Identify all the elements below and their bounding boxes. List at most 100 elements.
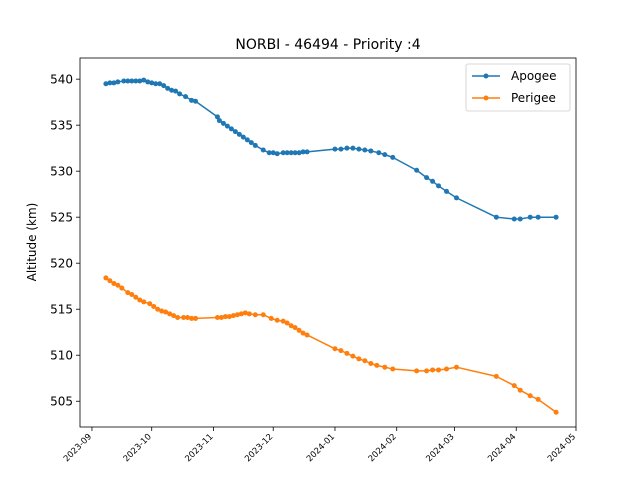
perigee-point (151, 303, 157, 309)
apogee-point (382, 152, 388, 158)
apogee-point (111, 80, 117, 86)
apogee-point (121, 78, 127, 84)
apogee-point (129, 78, 135, 84)
x-tick-label: 2023-10 (122, 432, 154, 464)
apogee-point (189, 97, 195, 103)
perigee-point (344, 350, 350, 356)
apogee-point (535, 214, 541, 220)
perigee-point (304, 332, 310, 338)
perigee-point (362, 358, 368, 364)
apogee-point (153, 81, 159, 87)
perigee-point (280, 318, 286, 324)
perigee-point (167, 311, 173, 317)
perigee-point (155, 306, 161, 312)
perigee-point (137, 297, 143, 303)
perigee-point (238, 311, 244, 317)
perigee-point (226, 314, 232, 320)
perigee-point (453, 364, 459, 370)
apogee-point (228, 126, 234, 132)
x-tick-label: 2024-01 (305, 432, 337, 464)
x-tick-label: 2024-04 (486, 432, 518, 464)
apogee-point (177, 91, 183, 97)
chart-title: NORBI - 46494 - Priority :4 (235, 37, 420, 53)
apogee-point (424, 175, 430, 181)
perigee-point (119, 285, 125, 291)
series-layer (103, 77, 559, 415)
apogee-point (304, 149, 310, 155)
apogee-point (453, 195, 459, 201)
legend: Apogee Perigee (465, 63, 571, 112)
perigee-point (147, 301, 153, 307)
perigee-point (242, 310, 248, 316)
perigee-point (553, 409, 559, 415)
y-tick-label: 510 (50, 349, 73, 363)
apogee-point (244, 137, 250, 143)
apogee-point (288, 150, 294, 156)
y-axis: 505 510 515 520 525 530 535 540 (50, 73, 80, 409)
perigee-point (493, 373, 499, 379)
apogee-point (103, 81, 109, 87)
apogee-point (145, 79, 151, 85)
perigee-point (296, 327, 302, 333)
apogee-point (350, 145, 356, 151)
apogee-point (376, 150, 382, 156)
apogee-point (107, 80, 113, 86)
perigee-point (527, 393, 533, 399)
perigee-point (338, 348, 344, 354)
legend-entry-perigee: Perigee (472, 91, 556, 105)
y-tick-label: 540 (50, 73, 73, 87)
legend-entry-apogee: Apogee (472, 69, 557, 83)
apogee-point (183, 94, 189, 100)
x-axis: 2023-09 2023-10 2023-11 2023-12 2024-01 2024-… (62, 427, 578, 464)
perigee-point (175, 315, 181, 320)
apogee-point (332, 146, 338, 152)
apogee-point (232, 129, 238, 135)
apogee-point (216, 118, 222, 124)
apogee-point (169, 87, 175, 93)
perigee-point (535, 396, 541, 402)
perigee-point (374, 362, 380, 368)
perigee-point (133, 294, 139, 300)
apogee-point (236, 131, 242, 137)
perigee-point (444, 366, 450, 372)
perigee-point (107, 278, 113, 284)
perigee-point (274, 317, 280, 323)
perigee-point (222, 314, 228, 320)
apogee-point (284, 150, 290, 156)
x-tick-label: 2024-05 (546, 432, 578, 464)
perigee-point (234, 312, 240, 318)
perigee-point (193, 315, 199, 321)
y-tick-label: 530 (50, 165, 73, 179)
perigee-point (246, 311, 252, 317)
apogee-point (193, 98, 199, 104)
y-tick-label: 505 (50, 395, 73, 409)
x-tick-label: 2023-09 (62, 432, 94, 464)
apogee-point (224, 123, 230, 129)
apogee-point (300, 149, 306, 155)
perigee-point (163, 309, 169, 315)
y-tick-label: 535 (50, 119, 73, 133)
apogee-point (115, 79, 121, 85)
apogee-point (553, 214, 559, 220)
perigee-point (125, 290, 131, 296)
apogee-point (444, 188, 450, 194)
apogee-point (137, 78, 143, 84)
perigee-point (368, 361, 374, 367)
perigee-point (300, 330, 306, 336)
perigee-point (230, 313, 236, 319)
perigee-point (284, 320, 290, 326)
series-apogee (103, 77, 559, 222)
apogee-point (493, 214, 499, 220)
perigee-point (517, 387, 523, 393)
apogee-point (248, 140, 254, 146)
legend-perigee-label: Perigee (511, 91, 556, 105)
perigee-point (252, 312, 258, 318)
apogee-point (274, 151, 280, 157)
perigee-line (105, 277, 557, 413)
perigee-point (332, 346, 338, 352)
perigee-point (292, 325, 298, 331)
y-tick-label: 525 (50, 211, 73, 225)
apogee-point (270, 150, 276, 156)
legend-perigee-marker (483, 95, 489, 101)
